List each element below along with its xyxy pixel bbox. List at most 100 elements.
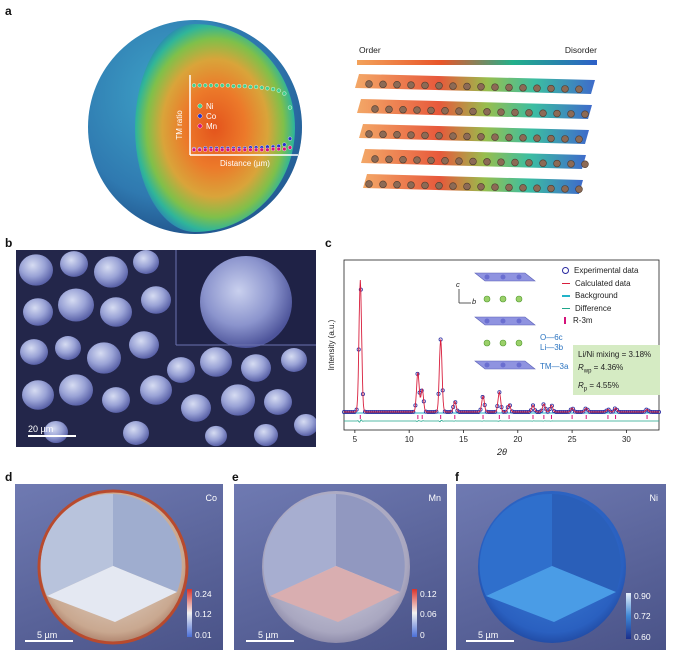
crystal-atom	[379, 180, 387, 189]
xrd-xtick-label: 30	[622, 435, 631, 444]
xrd-experimental-point	[585, 407, 590, 412]
crystal-atom	[393, 130, 401, 139]
tm-ratio-ylabel: TM ratio	[175, 110, 184, 140]
crystal-layer	[355, 74, 595, 94]
tm-point-mn	[259, 147, 264, 152]
xrd-experimental-point	[442, 409, 447, 414]
crystal-atom	[477, 183, 485, 191]
element-label-co: Co	[205, 493, 217, 503]
sem-particle	[133, 250, 159, 274]
sem-particle	[58, 288, 94, 322]
order-label: Order	[359, 45, 381, 55]
unit-cell-li-atom	[515, 339, 523, 347]
xrd-difference-line	[344, 419, 659, 423]
co-scalebar-label: 5 µm	[37, 630, 58, 640]
crystal-atom	[505, 133, 513, 142]
tm-point-ni	[203, 83, 208, 88]
order-disorder-bar: Order Disorder	[357, 45, 597, 59]
crystal-atom	[455, 107, 463, 115]
tm-point-ni	[225, 83, 230, 88]
xrd-experimental-point	[541, 402, 546, 407]
crystal-atom	[567, 110, 575, 118]
crystal-atom	[519, 134, 527, 142]
crystal-atom	[483, 158, 491, 166]
crystal-atom	[533, 84, 541, 92]
crystal-layer	[359, 124, 589, 144]
crystal-atom	[539, 159, 547, 167]
sem-particle	[44, 420, 68, 444]
crystal-atom	[435, 182, 443, 190]
unit-cell-tm-atom	[516, 362, 522, 368]
sem-particle	[200, 347, 232, 377]
tm-point-mn	[237, 147, 242, 152]
tm-legend-marker-co	[197, 113, 203, 119]
crystal-atom	[421, 81, 429, 90]
xrd-experimental-point	[614, 407, 619, 412]
site-label-li: Li—3b	[540, 343, 564, 352]
tm-point-mn	[270, 146, 276, 152]
tm-point-mn	[197, 147, 202, 152]
xrd-legend-item: R-3m	[562, 315, 638, 328]
sem-particle	[60, 251, 88, 277]
crystal-atom	[511, 158, 519, 167]
xrd-chart: Intensity (a.u.) 2θ 5 10 15 20 25 30	[327, 259, 661, 457]
crystal-atom	[449, 132, 457, 140]
tm-legend-label-mn: Mn	[206, 122, 217, 131]
crystal-atom	[421, 131, 429, 140]
xrd-experimental-point	[528, 408, 533, 413]
mn-cbar-tick-mid: 0.06	[420, 609, 437, 619]
xrd-experimental-point	[545, 409, 550, 414]
tm-point-mn	[214, 147, 219, 152]
xrd-xtick-label: 25	[568, 435, 577, 444]
xrd-legend: Experimental data Calculated data Backgrou…	[562, 265, 638, 328]
tm-point-mn	[191, 147, 197, 152]
crystal-site-labels: O—6c Li—3b TM—3a	[540, 333, 568, 372]
tm-point-mn	[203, 147, 208, 152]
sem-particle	[281, 348, 307, 372]
co-cbar-tick-min: 0.01	[195, 630, 212, 640]
crystal-atom	[491, 83, 499, 91]
tm-point-ni	[208, 83, 214, 88]
crystal-atom	[547, 84, 555, 93]
unit-cell-li-atom	[499, 295, 507, 303]
order-disorder-gradient	[357, 60, 597, 65]
panel-label-d: d	[5, 470, 13, 484]
crystal-atom	[463, 82, 471, 91]
tm-point-ni	[191, 83, 197, 88]
panel-label-f: f	[455, 470, 459, 484]
crystal-atom	[519, 184, 527, 192]
tm-point-ni	[259, 85, 264, 90]
crystal-atom	[547, 134, 555, 143]
crystal-atom	[491, 133, 499, 141]
unit-cell-tm-atom	[484, 274, 490, 280]
tm-point-mn	[265, 147, 270, 152]
tm-point-ni	[282, 91, 287, 96]
xrd-experimental-point	[547, 407, 552, 412]
unit-cell-li-atom	[483, 295, 491, 303]
sem-particle	[22, 380, 54, 410]
sem-particle	[129, 331, 159, 359]
xrd-xtick-label: 5	[353, 435, 358, 444]
crystal-atom	[385, 155, 393, 164]
xrd-experimental-point	[604, 408, 609, 413]
crystal-atom	[561, 185, 569, 193]
crystal-atom	[435, 82, 443, 90]
unit-cell-li-atom	[483, 339, 491, 347]
crystal-atom	[575, 185, 583, 193]
fit-stats-box: Li/Ni mixing = 3.18% Rwp = 4.36% Rp = 4.…	[573, 345, 660, 395]
crystal-atom	[547, 184, 555, 193]
unit-cell-li-atom	[499, 339, 507, 347]
sem-inset-particle	[200, 256, 292, 348]
unit-cell-tm-atom	[500, 274, 506, 280]
tm-point-mn	[208, 147, 214, 152]
crystal-atom	[477, 133, 485, 141]
sem-particle	[264, 389, 292, 415]
crystal-atom	[399, 155, 407, 164]
unit-cell-tm-atom	[516, 274, 522, 280]
crystal-atom	[365, 180, 373, 188]
tm-point-mn	[225, 147, 230, 152]
xrd-legend-item: Background	[562, 290, 638, 303]
crystal-atom	[441, 157, 449, 165]
crystal-atom	[365, 80, 373, 88]
